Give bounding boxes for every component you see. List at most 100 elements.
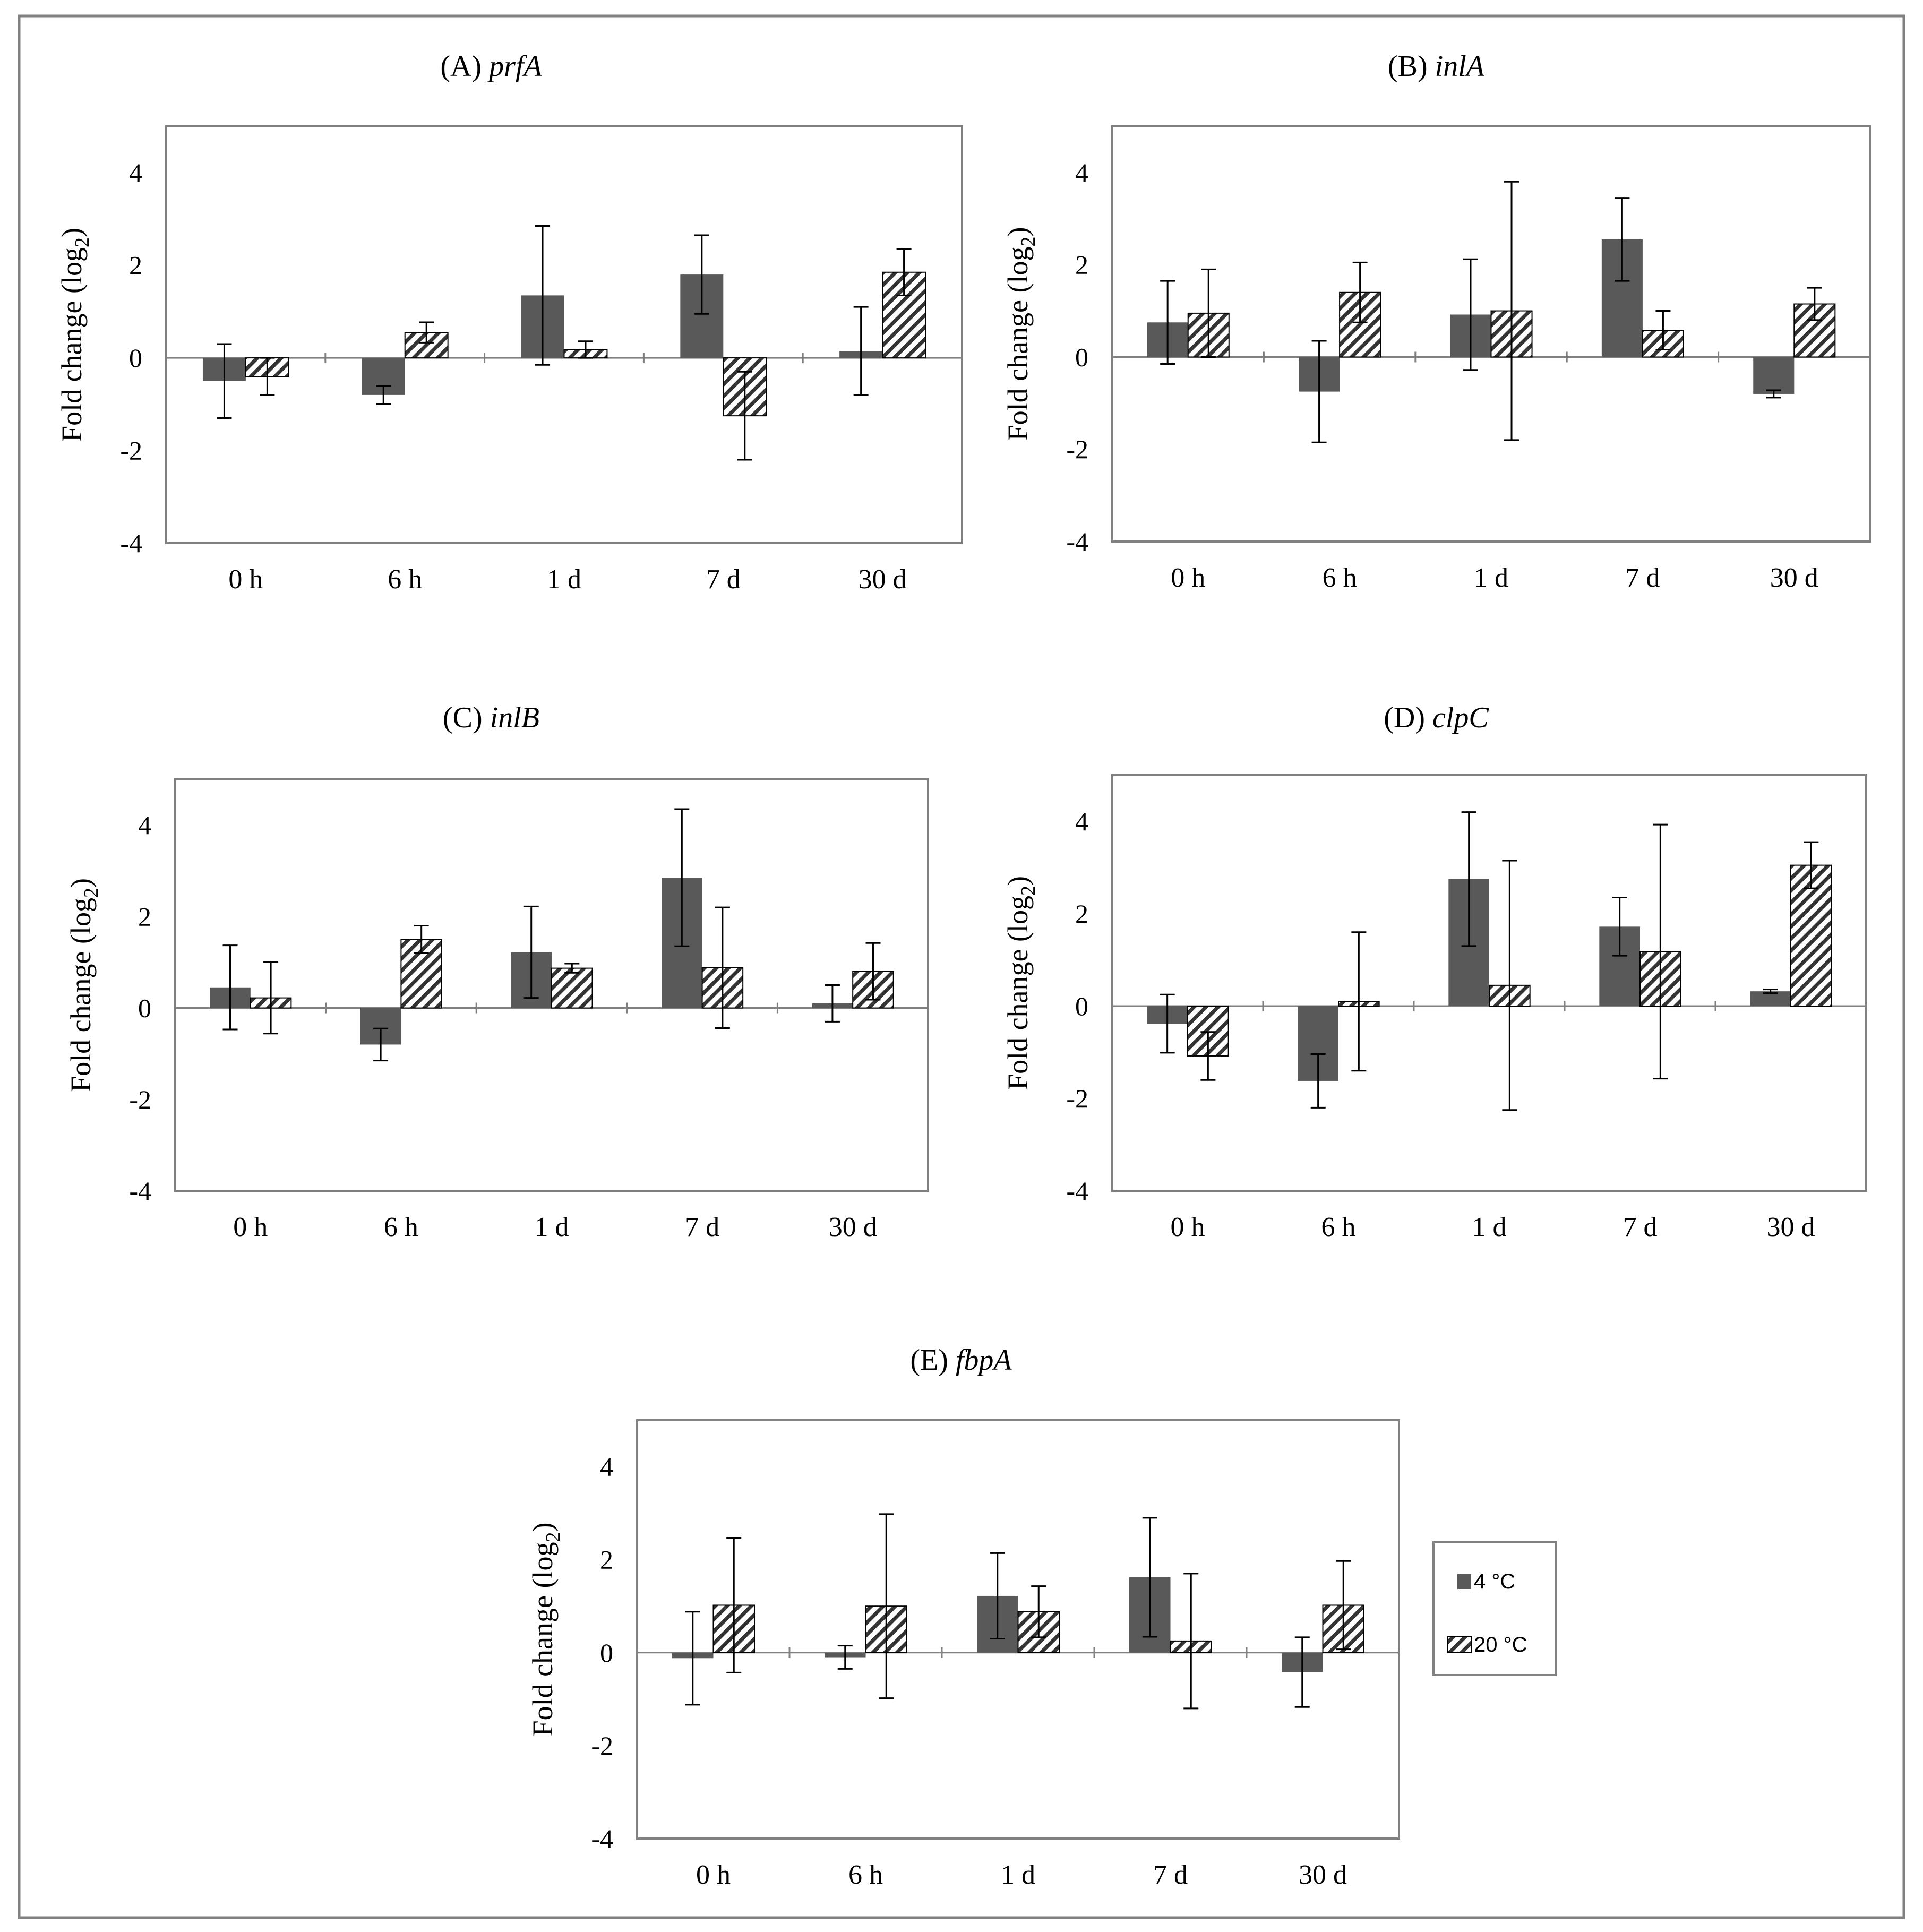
y-axis-title-part: Fold change [65, 944, 97, 1092]
y-tick-label: -4 [120, 528, 142, 558]
chart-title-prefix: (D) [1384, 701, 1432, 734]
y-tick-label: 2 [129, 251, 142, 280]
chart-title-gene: fbpA [956, 1344, 1012, 1377]
y-axis-title-part: (log [527, 1542, 559, 1588]
y-axis-title: Fold change (log2) [527, 1523, 564, 1737]
x-tick-label: 1 d [1001, 1860, 1035, 1890]
y-tick-label: -2 [1066, 434, 1088, 464]
y-tick-label: -4 [1066, 527, 1088, 556]
x-tick-label: 1 d [1472, 1212, 1507, 1242]
x-tick-label: 7 d [1153, 1860, 1188, 1890]
y-tick-label: -4 [1066, 1176, 1088, 1206]
y-tick-label: 2 [1075, 899, 1088, 929]
y-tick-label: 0 [600, 1638, 613, 1668]
legend: 4 °C 20 °C [1432, 1541, 1557, 1676]
y-tick-label: -2 [120, 436, 142, 466]
y-axis-title-part: (log [65, 898, 97, 944]
y-tick-label: 4 [129, 158, 142, 187]
y-axis-title-part: Fold change [1002, 293, 1034, 441]
x-tick-label: 0 h [228, 564, 263, 595]
y-tick-label: 4 [1075, 806, 1088, 836]
x-tick-label: 7 d [1623, 1212, 1658, 1242]
chart-title-gene: inlA [1435, 50, 1485, 83]
y-tick-label: -4 [129, 1176, 151, 1206]
y-axis-title: Fold change (log2) [56, 228, 93, 442]
x-tick-label: 7 d [1625, 563, 1660, 593]
y-tick-label: 0 [1075, 342, 1088, 372]
x-tick-label: 1 d [535, 1212, 569, 1242]
legend-label-20c: 20 °C [1474, 1633, 1527, 1656]
chart-title-prefix: (B) [1388, 50, 1435, 83]
y-axis-title-part: ) [1002, 876, 1034, 886]
x-tick-label: 7 d [685, 1212, 719, 1242]
x-tick-label: 30 d [829, 1212, 877, 1242]
chart-title-gene: clpC [1432, 701, 1489, 734]
chart-title: (E) fbpA [910, 1344, 1012, 1377]
chart-title-gene: inlB [490, 701, 539, 734]
y-axis-title-part: Fold change [1002, 942, 1034, 1090]
y-tick-label: -4 [591, 1824, 613, 1853]
y-tick-label: -2 [591, 1731, 613, 1761]
y-tick-label: -2 [129, 1085, 151, 1114]
x-tick-label: 0 h [696, 1860, 731, 1890]
x-tick-label: 0 h [1171, 563, 1205, 593]
x-tick-label: 6 h [848, 1860, 883, 1890]
y-axis-title-part: 2 [1017, 886, 1040, 896]
x-tick-label: 30 d [1770, 563, 1818, 593]
chart-title: (D) clpC [1384, 701, 1489, 734]
chart-title: (A) prfA [440, 50, 542, 83]
y-axis-title: Fold change (log2) [65, 878, 102, 1092]
y-tick-label: 2 [1075, 250, 1088, 280]
x-tick-label: 6 h [388, 564, 422, 595]
y-tick-label: 2 [600, 1545, 613, 1575]
x-tick-label: 30 d [859, 564, 907, 595]
y-tick-label: 4 [600, 1452, 613, 1482]
chart-title-prefix: (C) [443, 701, 490, 734]
chart-title-prefix: (E) [910, 1344, 956, 1377]
y-tick-label: 0 [1075, 991, 1088, 1021]
y-tick-label: 0 [138, 993, 151, 1023]
legend-swatch-20c [1447, 1636, 1472, 1653]
bar-4c [1753, 357, 1795, 394]
x-tick-label: 6 h [1323, 563, 1357, 593]
y-axis-title-part: ) [1002, 227, 1034, 237]
y-axis-title-part: 2 [542, 1532, 564, 1542]
chart-panel-a: (A) prfA -4 -2 0 2 4 Fold change (log2) 0 h 6 h 1… [56, 50, 963, 595]
y-tick-label: -2 [1066, 1084, 1088, 1113]
x-tick-label: 1 d [547, 564, 581, 595]
y-tick-label: 4 [1075, 158, 1088, 187]
x-tick-label: 0 h [1171, 1212, 1205, 1242]
bar-20c [551, 967, 593, 1009]
legend-swatch-4c [1457, 1574, 1471, 1589]
y-axis-title-part: (log [1002, 896, 1034, 942]
chart-title: (B) inlA [1388, 50, 1485, 83]
y-axis-title: Fold change (log2) [1002, 876, 1040, 1090]
y-axis-title-part: Fold change [527, 1588, 559, 1737]
y-axis-title-part: ) [65, 878, 97, 888]
y-axis-title-part: 2 [1017, 237, 1040, 247]
x-tick-label: 30 d [1299, 1860, 1347, 1890]
x-tick-label: 30 d [1767, 1212, 1815, 1242]
x-tick-label: 1 d [1474, 563, 1508, 593]
chart-title-gene: prfA [487, 50, 542, 83]
y-axis-title-part: ) [56, 228, 88, 237]
y-tick-label: 0 [129, 343, 142, 373]
y-axis-title-part: 2 [80, 888, 102, 898]
legend-label-4c: 4 °C [1474, 1570, 1515, 1593]
y-axis-title: Fold change (log2) [1002, 227, 1040, 441]
y-axis-title-part: (log [56, 247, 88, 294]
x-tick-label: 0 h [233, 1212, 268, 1242]
y-axis-title-part: ) [527, 1523, 559, 1532]
chart-title-prefix: (A) [440, 50, 489, 83]
y-axis-title-part: (log [1002, 247, 1034, 293]
y-tick-label: 2 [138, 901, 151, 931]
x-tick-label: 6 h [384, 1212, 418, 1242]
y-axis-title-part: 2 [71, 237, 93, 247]
y-tick-label: 4 [138, 810, 151, 840]
